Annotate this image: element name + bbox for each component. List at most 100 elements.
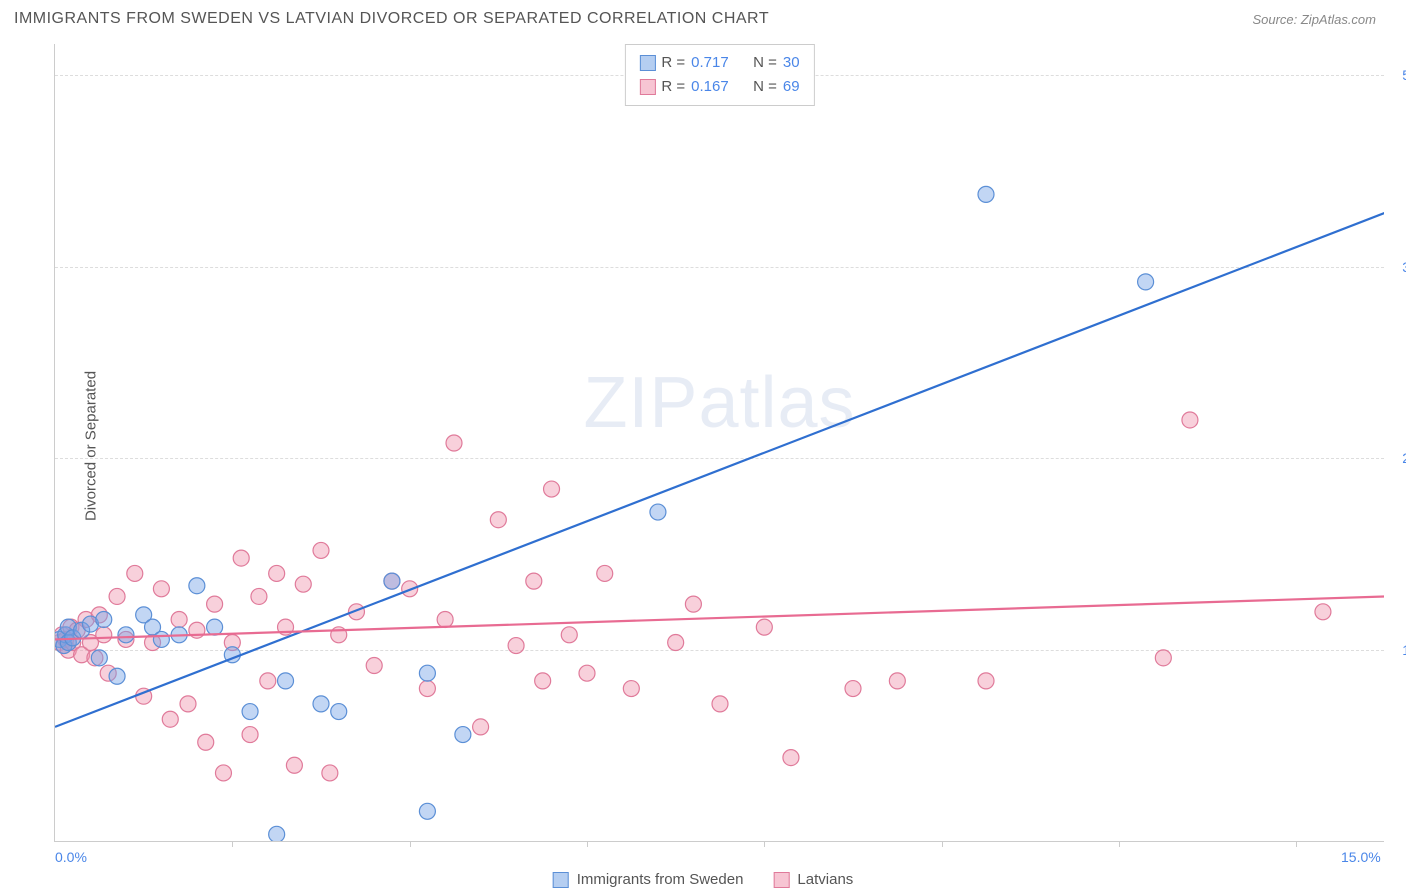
scatter-point: [579, 665, 595, 681]
scatter-point: [96, 627, 112, 643]
scatter-point: [650, 504, 666, 520]
scatter-point: [535, 673, 551, 689]
xtick-mark: [942, 841, 943, 847]
scatter-point: [1138, 274, 1154, 290]
n-label: N =: [753, 75, 777, 99]
scatter-point: [171, 611, 187, 627]
xtick-mark: [1119, 841, 1120, 847]
xtick-mark: [232, 841, 233, 847]
chart-plot-area: ZIPatlas R = 0.717 N = 30 R = 0.167 N = …: [54, 44, 1384, 842]
xtick-mark: [587, 841, 588, 847]
scatter-point: [242, 727, 258, 743]
legend-item-sweden: Immigrants from Sweden: [553, 871, 744, 888]
n-label: N =: [753, 51, 777, 75]
scatter-point: [207, 596, 223, 612]
r-label: R =: [661, 51, 685, 75]
scatter-point: [269, 826, 285, 841]
scatter-point: [384, 573, 400, 589]
r-value-sweden: 0.717: [691, 51, 739, 75]
scatter-point: [162, 711, 178, 727]
r-value-latvian: 0.167: [691, 75, 739, 99]
scatter-point: [978, 186, 994, 202]
scatter-point: [180, 696, 196, 712]
n-value-sweden: 30: [783, 51, 800, 75]
xtick-mark: [410, 841, 411, 847]
scatter-point: [455, 727, 471, 743]
scatter-point: [366, 658, 382, 674]
chart-header: IMMIGRANTS FROM SWEDEN VS LATVIAN DIVORC…: [0, 0, 1406, 36]
scatter-point: [242, 704, 258, 720]
trend-line: [55, 213, 1384, 727]
legend-swatch-sweden: [639, 55, 655, 71]
scatter-point: [189, 578, 205, 594]
source-attribution: Source: ZipAtlas.com: [1252, 12, 1376, 27]
correlation-legend: R = 0.717 N = 30 R = 0.167 N = 69: [624, 44, 814, 106]
scatter-point: [756, 619, 772, 635]
scatter-point: [207, 619, 223, 635]
scatter-point: [109, 668, 125, 684]
ytick-label: 37.5%: [1402, 259, 1406, 275]
scatter-point: [278, 673, 294, 689]
scatter-point: [91, 650, 107, 666]
legend-swatch-latvian: [639, 79, 655, 95]
legend-label-sweden: Immigrants from Sweden: [577, 871, 744, 888]
scatter-point: [251, 588, 267, 604]
n-value-latvian: 69: [783, 75, 800, 99]
ytick-label: 50.0%: [1402, 67, 1406, 83]
series-legend: Immigrants from Sweden Latvians: [553, 871, 854, 888]
legend-label-latvian: Latvians: [797, 871, 853, 888]
scatter-point: [1155, 650, 1171, 666]
scatter-point: [419, 665, 435, 681]
xtick-label: 15.0%: [1341, 849, 1381, 865]
legend-row-latvian: R = 0.167 N = 69: [639, 75, 799, 99]
scatter-point: [96, 611, 112, 627]
scatter-svg: [55, 44, 1384, 841]
scatter-point: [198, 734, 214, 750]
scatter-point: [313, 542, 329, 558]
scatter-point: [561, 627, 577, 643]
scatter-point: [419, 803, 435, 819]
scatter-point: [286, 757, 302, 773]
scatter-point: [437, 611, 453, 627]
scatter-point: [597, 565, 613, 581]
r-label: R =: [661, 75, 685, 99]
xtick-mark: [1296, 841, 1297, 847]
scatter-point: [685, 596, 701, 612]
chart-title: IMMIGRANTS FROM SWEDEN VS LATVIAN DIVORC…: [14, 10, 769, 28]
scatter-point: [331, 704, 347, 720]
scatter-point: [313, 696, 329, 712]
xtick-mark: [764, 841, 765, 847]
scatter-point: [260, 673, 276, 689]
scatter-point: [153, 581, 169, 597]
scatter-point: [1315, 604, 1331, 620]
scatter-point: [127, 565, 143, 581]
scatter-point: [473, 719, 489, 735]
scatter-point: [295, 576, 311, 592]
scatter-point: [508, 638, 524, 654]
scatter-point: [526, 573, 542, 589]
legend-swatch-sweden-icon: [553, 872, 569, 888]
scatter-point: [153, 631, 169, 647]
source-name: ZipAtlas.com: [1301, 12, 1376, 27]
xtick-label: 0.0%: [55, 849, 87, 865]
scatter-point: [544, 481, 560, 497]
scatter-point: [490, 512, 506, 528]
legend-row-sweden: R = 0.717 N = 30: [639, 51, 799, 75]
scatter-point: [419, 681, 435, 697]
scatter-point: [845, 681, 861, 697]
scatter-point: [446, 435, 462, 451]
scatter-point: [978, 673, 994, 689]
scatter-point: [215, 765, 231, 781]
scatter-point: [1182, 412, 1198, 428]
ytick-label: 25.0%: [1402, 450, 1406, 466]
legend-swatch-latvian-icon: [773, 872, 789, 888]
scatter-point: [233, 550, 249, 566]
scatter-point: [269, 565, 285, 581]
ytick-label: 12.5%: [1402, 642, 1406, 658]
scatter-point: [623, 681, 639, 697]
scatter-point: [783, 750, 799, 766]
source-prefix: Source:: [1252, 12, 1300, 27]
scatter-point: [118, 627, 134, 643]
scatter-point: [109, 588, 125, 604]
legend-item-latvian: Latvians: [773, 871, 853, 888]
